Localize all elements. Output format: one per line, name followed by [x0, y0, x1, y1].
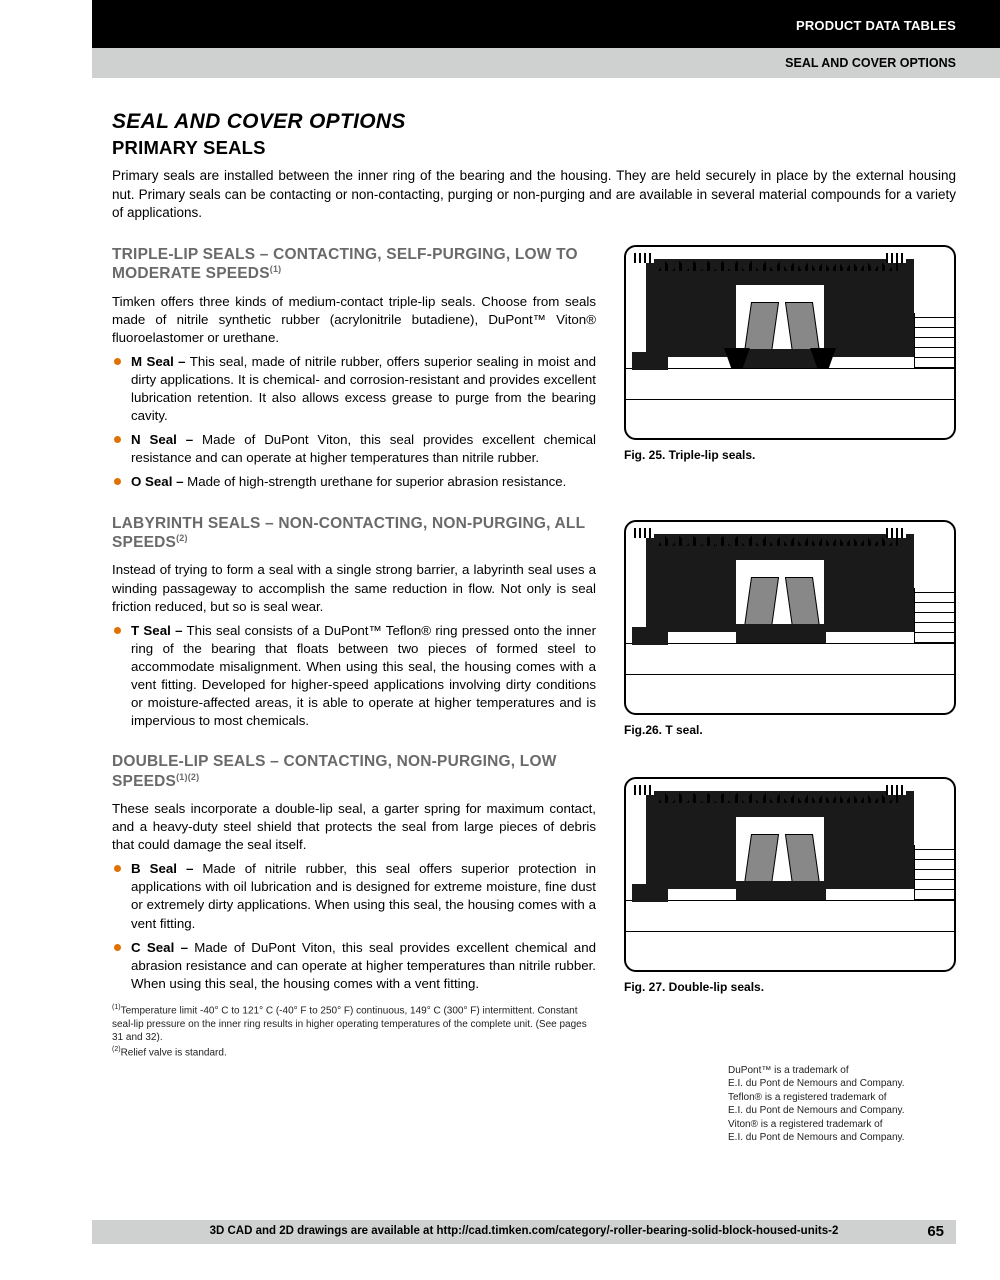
bullet-list-1: M Seal – This seal, made of nitrile rubb… [112, 353, 596, 492]
bullet-item: T Seal – This seal consists of a DuPont™… [112, 622, 596, 730]
header-black-bar: PRODUCT DATA TABLES [92, 0, 1000, 48]
sub-title: PRIMARY SEALS [112, 137, 956, 159]
fig-caption-27: Fig. 27. Double-lip seals. [624, 980, 956, 994]
footnotes: (1)Temperature limit -40° C to 121° C (-… [112, 1003, 596, 1060]
trademark-notes: DuPont™ is a trademark of E.I. du Pont d… [728, 1064, 956, 1145]
bullet-item: C Seal – Made of DuPont Viton, this seal… [112, 939, 596, 993]
bullet-list-2: T Seal – This seal consists of a DuPont™… [112, 622, 596, 730]
section-heading-3: DOUBLE-LIP SEALS – CONTACTING, NON-PURGI… [112, 752, 596, 791]
main-title: SEAL AND COVER OPTIONS [112, 110, 956, 134]
section-heading-2: LABYRINTH SEALS – NON-CONTACTING, NON-PU… [112, 514, 596, 553]
section-heading-1: TRIPLE-LIP SEALS – CONTACTING, SELF-PURG… [112, 245, 596, 284]
figure-25: Fig. 25. Triple-lip seals. [624, 245, 956, 462]
bullet-item: M Seal – This seal, made of nitrile rubb… [112, 353, 596, 425]
bullet-item: O Seal – Made of high-strength urethane … [112, 473, 596, 491]
page-number: 65 [927, 1223, 944, 1240]
fig-frame-27 [624, 777, 956, 972]
figure-27: Fig. 27. Double-lip seals. [624, 777, 956, 994]
section-para-3: These seals incorporate a double-lip sea… [112, 800, 596, 854]
fig-caption-26: Fig.26. T seal. [624, 723, 956, 737]
section-para-1: Timken offers three kinds of medium-cont… [112, 293, 596, 347]
page-content: SEAL AND COVER OPTIONS PRIMARY SEALS Pri… [112, 110, 956, 1280]
footer-bar: 3D CAD and 2D drawings are available at … [92, 1220, 956, 1244]
section-para-2: Instead of trying to form a seal with a … [112, 561, 596, 615]
bullet-item: N Seal – Made of DuPont Viton, this seal… [112, 431, 596, 467]
left-column: TRIPLE-LIP SEALS – CONTACTING, SELF-PURG… [112, 245, 596, 1145]
fig-frame-25 [624, 245, 956, 440]
fig-caption-25: Fig. 25. Triple-lip seals. [624, 448, 956, 462]
intro-paragraph: Primary seals are installed between the … [112, 167, 956, 223]
bullet-item: B Seal – Made of nitrile rubber, this se… [112, 860, 596, 932]
header-gray-bar: SEAL AND COVER OPTIONS [92, 48, 1000, 78]
fig-frame-26 [624, 520, 956, 715]
right-column: Fig. 25. Triple-lip seals. [624, 245, 956, 1145]
bullet-list-3: B Seal – Made of nitrile rubber, this se… [112, 860, 596, 993]
figure-26: Fig.26. T seal. [624, 520, 956, 737]
